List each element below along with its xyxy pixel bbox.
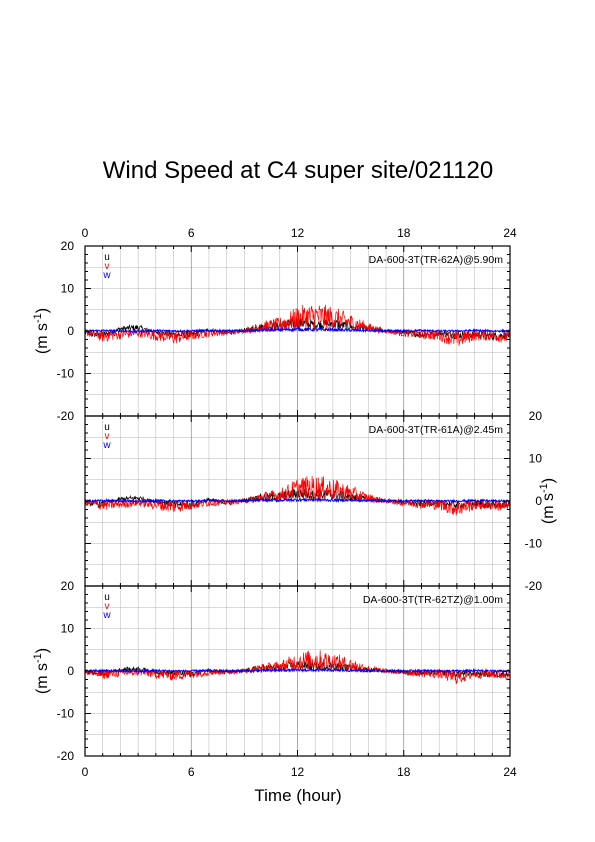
- legend-label-v: v: [105, 601, 110, 612]
- series-line-w: [84, 326, 511, 335]
- y-tick-label: -10: [57, 707, 75, 721]
- y-tick-label: 20: [529, 409, 543, 423]
- panel-3: DA-600-3T(TR-62TZ)@1.00m uvw 20 10 0 -10 -20 (m…: [32, 579, 517, 779]
- x-tick-label-bottom: 24: [503, 765, 517, 779]
- legend-label-w: w: [102, 610, 111, 621]
- x-axis-title: Time (hour): [254, 786, 341, 805]
- figure-title: Wind Speed at C4 super site/021120: [103, 157, 493, 184]
- x-tick-label-top: 0: [82, 226, 89, 240]
- legend-label-v: v: [105, 261, 110, 272]
- panels-group: DA-600-3T(TR-62A)@5.90muvw20100-10-20(m …: [32, 226, 557, 779]
- y-axis-title: (m s-1): [32, 308, 51, 354]
- y-tick-label: 0: [67, 324, 74, 338]
- y-tick-label: 20: [61, 579, 75, 593]
- x-tick-label-bottom: 18: [397, 765, 411, 779]
- y-tick-label: 10: [61, 282, 75, 296]
- panel-label: DA-600-3T(TR-62A)@5.90m: [369, 254, 504, 266]
- y-tick-label: 20: [61, 239, 75, 253]
- legend-label-v: v: [105, 431, 110, 442]
- legend-label-w: w: [102, 270, 111, 281]
- y-tick-label: -20: [57, 409, 75, 423]
- x-tick-label-top: 24: [503, 226, 517, 240]
- y-tick-label: 10: [61, 622, 75, 636]
- panel-label: DA-600-3T(TR-61A)@2.45m: [369, 424, 504, 436]
- series-line-v: [84, 650, 511, 685]
- y-tick-label: -10: [525, 537, 543, 551]
- x-tick-label-bottom: 6: [188, 765, 195, 779]
- panel-label: DA-600-3T(TR-62TZ)@1.00m: [363, 594, 503, 606]
- y-tick-label: -20: [525, 579, 543, 593]
- series-line-w: [84, 667, 511, 674]
- legend-label-u: u: [104, 252, 110, 263]
- x-tick-label-bottom: 12: [291, 765, 305, 779]
- series-line-w: [84, 496, 511, 504]
- panel-1: DA-600-3T(TR-62A)@5.90m uvw 20 10 0 -10 -20 (m …: [32, 226, 517, 423]
- y-tick-label: 0: [535, 494, 542, 508]
- x-tick-label-top: 18: [397, 226, 411, 240]
- y-tick-label: 10: [529, 452, 543, 466]
- x-tick-label-top: 12: [291, 226, 305, 240]
- y-tick-label: -10: [57, 367, 75, 381]
- legend-label-u: u: [104, 422, 110, 433]
- y-axis-title: (m s-1): [32, 648, 51, 694]
- panel-2: DA-600-3T(TR-61A)@2.45m uvw 20 10 0 -10 -20 (m …: [84, 409, 557, 593]
- x-tick-label-bottom: 0: [82, 765, 89, 779]
- y-tick-label: -20: [57, 749, 75, 763]
- x-tick-label-top: 6: [188, 226, 195, 240]
- legend-label-w: w: [102, 440, 111, 451]
- legend-label-u: u: [104, 592, 110, 603]
- y-axis-title: (m s-1): [538, 478, 557, 524]
- y-tick-label: 0: [67, 664, 74, 678]
